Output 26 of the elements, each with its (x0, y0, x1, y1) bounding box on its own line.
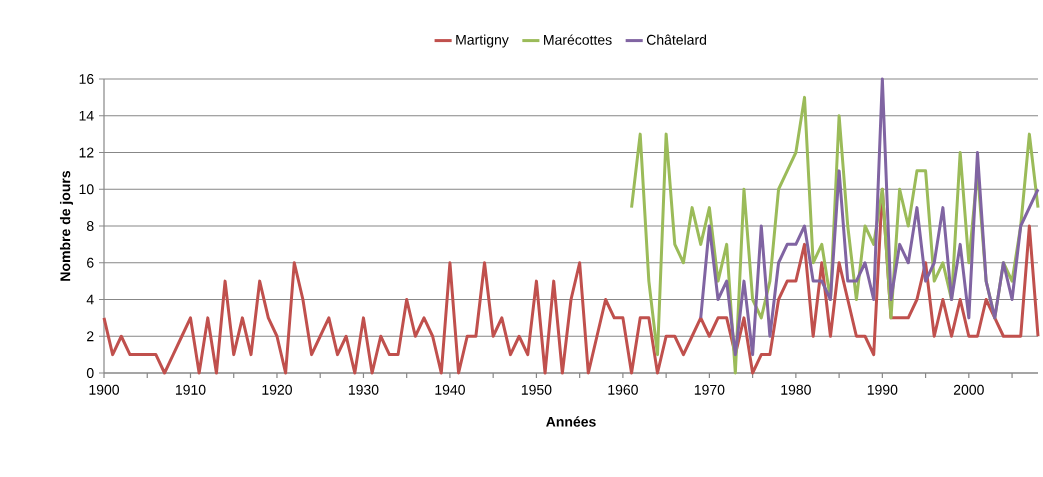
y-tick-label: 2 (87, 331, 94, 342)
x-axis-title: Années (546, 416, 596, 427)
x-tick-label: 2000 (953, 384, 984, 395)
x-tick-label: 1910 (175, 384, 206, 395)
line-series (699, 77, 1040, 357)
y-tick-label: 6 (87, 257, 94, 268)
legend-label: Châtelard (646, 34, 707, 45)
x-tick-label: 1950 (521, 384, 552, 395)
x-tick-label: 1920 (262, 384, 292, 395)
x-tick-label: 1960 (608, 384, 638, 395)
y-tick-label: 0 (86, 368, 94, 378)
y-tick-label: 4 (86, 294, 94, 305)
x-tick-label: 1970 (694, 384, 725, 395)
legend-label: Marécottes (544, 34, 612, 45)
y-tick-label: 10 (79, 184, 94, 195)
y-tick-label: 16 (79, 74, 94, 84)
legend-label: Martigny (456, 34, 509, 48)
x-tick-label: 1930 (348, 384, 379, 395)
y-axis-title: Nombre de jours (59, 170, 74, 281)
y-tick-label: 8 (86, 221, 94, 231)
x-tick-label: 1940 (435, 384, 465, 395)
x-tick-label: 1900 (89, 384, 120, 395)
x-tick-label: 1980 (781, 384, 811, 395)
x-tick-label: 1990 (867, 384, 898, 395)
y-tick-label: 14 (79, 110, 94, 121)
y-tick-label: 12 (79, 147, 94, 158)
